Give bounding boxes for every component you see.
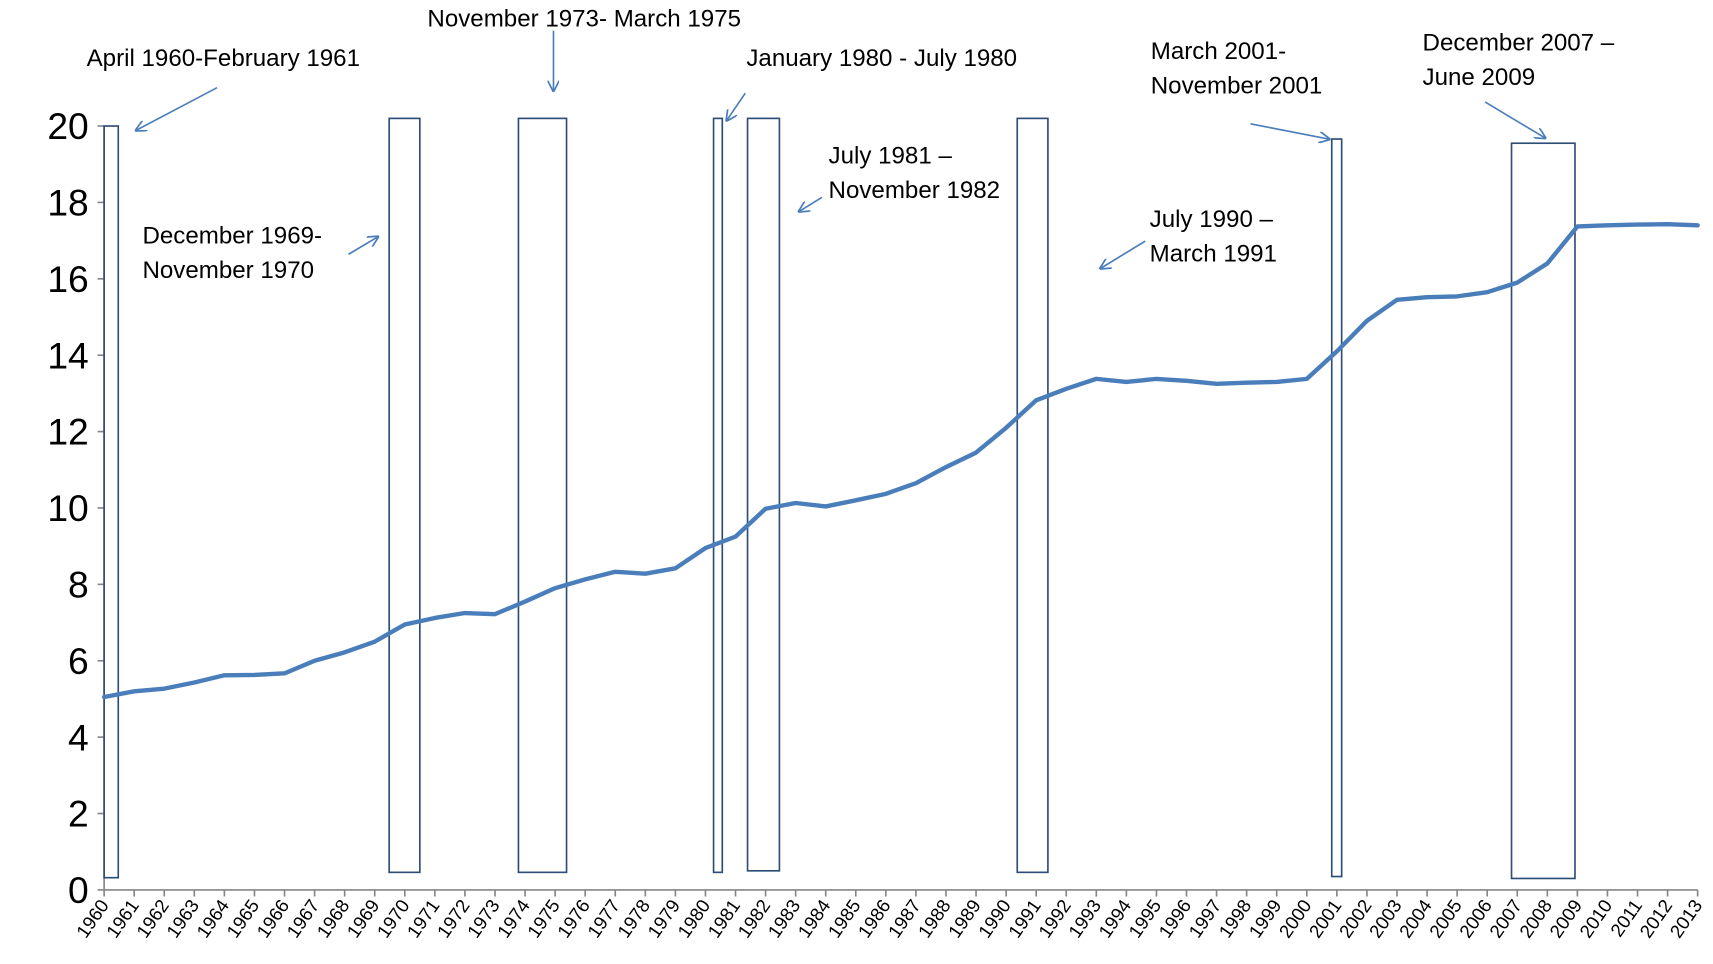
x-tick-label: 1984: [794, 896, 835, 942]
x-tick-label: 2009: [1545, 896, 1586, 942]
annotation-arrow: [348, 237, 379, 255]
x-tick-label: 2008: [1515, 896, 1556, 942]
x-tick-label: 2002: [1335, 896, 1376, 942]
annotation-arrow: [1100, 240, 1146, 268]
annotation: April 1960-February 1961: [87, 45, 360, 72]
y-tick-label: 8: [68, 564, 89, 606]
x-tick-label: 1971: [403, 896, 444, 942]
annotation: November 1982: [829, 177, 1001, 204]
recession-box: [517, 117, 568, 874]
x-tick-label: 2000: [1275, 896, 1316, 942]
annotation-arrow: [1250, 123, 1329, 139]
x-tick-label: 1997: [1184, 896, 1225, 942]
x-tick-label: 2013: [1665, 896, 1706, 942]
annotation: July 1990 –: [1150, 206, 1274, 233]
annotation: January 1980 - July 1980: [746, 45, 1017, 72]
x-tick-label: 1974: [493, 896, 534, 942]
annotation: November 1973- March 1975: [427, 5, 741, 32]
x-tick-label: 1979: [643, 896, 684, 942]
x-tick-label: 1990: [974, 896, 1015, 942]
recession-box: [1510, 142, 1576, 880]
x-tick-label: 1980: [673, 896, 714, 942]
annotation-arrow: [727, 92, 746, 120]
x-tick-label: 1961: [102, 896, 143, 942]
x-tick-label: 1993: [1064, 896, 1105, 942]
x-tick-label: 2005: [1425, 896, 1466, 942]
recession-box: [712, 117, 724, 874]
annotation-arrow: [136, 86, 218, 131]
y-tick-label: 0: [68, 869, 89, 911]
recession-box: [103, 125, 120, 879]
annotation: March 1991: [1150, 240, 1277, 267]
recession-box: [746, 117, 781, 872]
y-tick-label: 6: [68, 640, 89, 682]
annotation: December 1969-: [142, 222, 322, 249]
annotation: June 2009: [1423, 64, 1536, 91]
recession-box: [388, 117, 421, 874]
x-tick-label: 1964: [192, 896, 233, 942]
x-tick-label: 1978: [613, 896, 654, 942]
annotation: July 1981 –: [829, 142, 953, 169]
x-tick-label: 1989: [944, 896, 985, 942]
annotation-arrow: [799, 196, 823, 211]
x-tick-label: 1987: [884, 896, 925, 942]
x-tick-label: 1966: [252, 896, 293, 942]
y-tick-label: 16: [47, 258, 88, 300]
x-tick-label: 2012: [1635, 896, 1676, 942]
x-tick-label: 2006: [1455, 896, 1496, 942]
annotation: December 2007 –: [1423, 29, 1615, 56]
x-tick-label: 1981: [703, 896, 744, 942]
y-tick-label: 2: [68, 793, 89, 835]
recession-box: [1330, 138, 1343, 878]
y-tick-label: 14: [47, 334, 88, 376]
y-tick-label: 12: [47, 411, 88, 453]
x-tick-label: 1983: [763, 896, 804, 942]
x-tick-label: 1985: [824, 896, 865, 942]
recession-box: [1016, 117, 1049, 874]
x-tick-label: 1988: [914, 896, 955, 942]
x-tick-label: 1999: [1245, 896, 1286, 942]
line-series: [101, 222, 1700, 700]
x-tick-label: 1975: [523, 896, 564, 942]
x-tick-label: 1982: [733, 896, 774, 942]
x-tick-label: 1986: [854, 896, 895, 942]
y-tick-label: 10: [47, 487, 88, 529]
x-tick-label: 1976: [553, 896, 594, 942]
y-tick-label: 20: [47, 105, 88, 147]
x-tick-label: 1992: [1034, 896, 1075, 942]
x-tick-label: 1996: [1154, 896, 1195, 942]
x-tick-label: 2007: [1485, 896, 1526, 942]
x-tick-label: 1998: [1214, 896, 1255, 942]
annotation: November 1970: [142, 257, 314, 284]
x-tick-label: 1995: [1124, 896, 1165, 942]
x-tick-label: 1972: [433, 896, 474, 942]
x-tick-label: 1991: [1004, 896, 1045, 942]
x-tick-label: 2004: [1395, 896, 1436, 942]
x-tick-label: 1977: [583, 896, 624, 942]
annotation: March 2001-: [1151, 38, 1286, 65]
x-tick-label: 1963: [162, 896, 203, 942]
x-tick-label: 1970: [373, 896, 414, 942]
x-tick-label: 1973: [463, 896, 504, 942]
x-tick-label: 1965: [222, 896, 263, 942]
x-tick-label: 2003: [1365, 896, 1406, 942]
x-tick-label: 2010: [1575, 896, 1616, 942]
x-tick-label: 2001: [1305, 896, 1346, 942]
y-tick-label: 4: [68, 716, 89, 758]
annotation-arrow: [1484, 101, 1545, 138]
x-tick-label: 1968: [312, 896, 353, 942]
annotation: November 2001: [1151, 73, 1323, 100]
x-tick-label: 1994: [1094, 896, 1135, 942]
y-tick-label: 18: [47, 182, 88, 224]
x-tick-label: 1969: [343, 896, 384, 942]
x-tick-label: 1967: [282, 896, 323, 942]
x-tick-label: 1962: [132, 896, 173, 942]
